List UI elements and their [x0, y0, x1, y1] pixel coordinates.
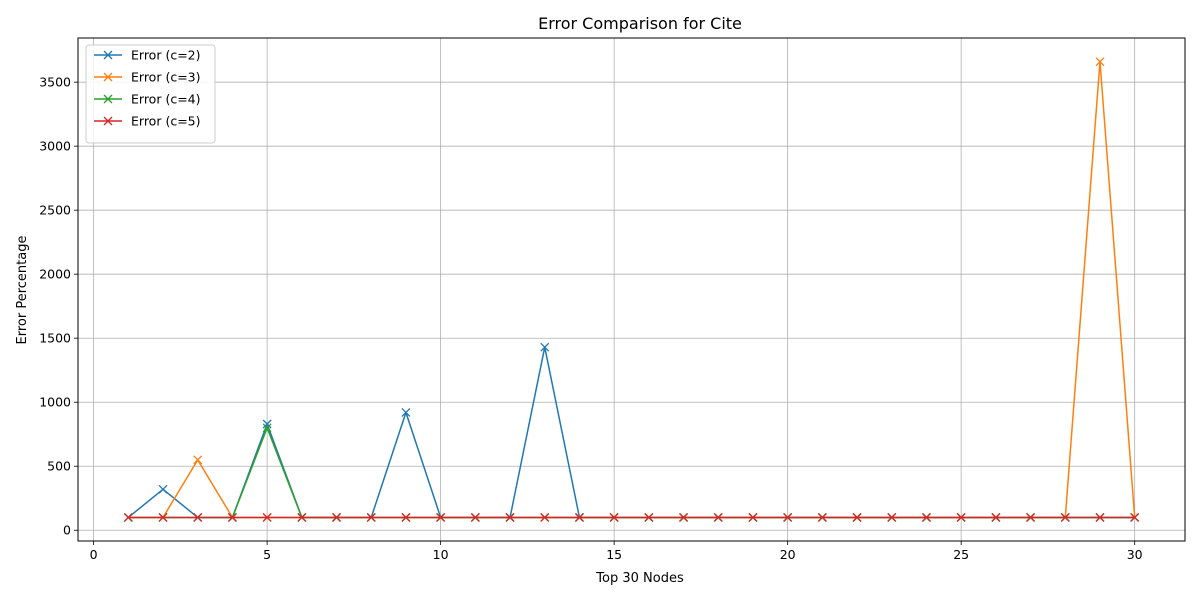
chart-title: Error Comparison for Cite — [538, 14, 742, 33]
data-point — [887, 512, 897, 522]
series-line — [128, 427, 1135, 519]
y-tick-label: 500 — [47, 459, 71, 474]
x-tick-label: 20 — [780, 547, 796, 562]
data-point — [644, 512, 654, 522]
data-point — [332, 512, 341, 522]
data-point — [1130, 512, 1140, 522]
data-point — [956, 512, 966, 522]
data-point — [540, 342, 550, 352]
legend-label: Error (c=2) — [131, 48, 201, 63]
legend: Error (c=2) Error (c=3) Error (c=4) Error (… — [85, 44, 216, 144]
x-tick-label: 25 — [953, 547, 969, 562]
data-point — [470, 512, 480, 522]
legend-item: Error (c=2) — [94, 48, 201, 63]
data-point — [227, 512, 237, 522]
data-point — [193, 512, 203, 522]
series-4 — [123, 512, 1140, 522]
data-point — [574, 512, 584, 522]
data-point — [713, 512, 723, 522]
y-axis-label: Error Percentage — [15, 236, 30, 345]
data-point — [262, 419, 272, 429]
data-point — [609, 512, 619, 522]
x-tick-label: 5 — [263, 547, 271, 562]
data-point — [401, 408, 411, 417]
x-tick-label: 0 — [90, 547, 98, 562]
data-point — [1060, 512, 1070, 522]
data-point — [158, 484, 168, 494]
data-point — [123, 512, 133, 522]
data-point — [1095, 512, 1105, 522]
axis-ticks: 0 5 10 15 20 25 30 0 500 1000 1500 2000 2500 3000 3500 — [39, 75, 1142, 562]
legend-label: Error (c=3) — [131, 70, 201, 85]
legend-marker — [103, 94, 113, 104]
x-tick-label: 10 — [433, 547, 449, 562]
series-layer — [123, 57, 1140, 522]
y-tick-label: 1500 — [39, 331, 71, 346]
series-line — [128, 60, 1136, 519]
data-point — [297, 512, 307, 522]
data-point — [991, 512, 1001, 522]
x-tick-label: 15 — [606, 547, 622, 562]
series-3 — [123, 423, 1140, 522]
y-tick-label: 0 — [63, 523, 71, 538]
data-point — [505, 512, 515, 522]
y-tick-label: 2500 — [39, 203, 71, 218]
data-point — [783, 512, 793, 522]
y-tick-label: 3000 — [39, 139, 71, 154]
data-point — [852, 512, 862, 522]
legend-marker — [103, 116, 113, 126]
legend-label: Error (c=4) — [131, 92, 201, 107]
data-point — [817, 512, 827, 522]
data-point — [748, 512, 758, 522]
legend-marker — [103, 72, 113, 82]
x-axis-label: Top 30 Nodes — [595, 571, 684, 586]
data-point — [401, 512, 411, 522]
data-point — [436, 512, 446, 522]
data-point — [540, 512, 550, 522]
y-tick-label: 3500 — [39, 75, 71, 90]
data-point — [679, 512, 689, 522]
data-point — [262, 512, 272, 522]
series-line — [127, 346, 1135, 519]
legend-item: Error (c=5) — [94, 114, 201, 129]
legend-box — [85, 44, 216, 144]
data-point — [1095, 57, 1105, 67]
data-point — [262, 423, 272, 433]
y-tick-label: 1000 — [39, 395, 71, 410]
data-point — [922, 512, 931, 522]
y-tick-label: 2000 — [39, 267, 71, 282]
grid-lines — [78, 38, 1185, 541]
series-1 — [123, 342, 1140, 522]
legend-marker — [103, 50, 113, 60]
data-point — [158, 512, 168, 522]
data-point — [366, 512, 376, 522]
data-point — [193, 455, 203, 465]
legend-item: Error (c=4) — [94, 92, 201, 107]
legend-item: Error (c=3) — [94, 70, 201, 85]
legend-label: Error (c=5) — [131, 114, 201, 129]
data-point — [1026, 512, 1036, 522]
x-tick-label: 30 — [1127, 547, 1143, 562]
plot-frame — [77, 37, 1186, 542]
